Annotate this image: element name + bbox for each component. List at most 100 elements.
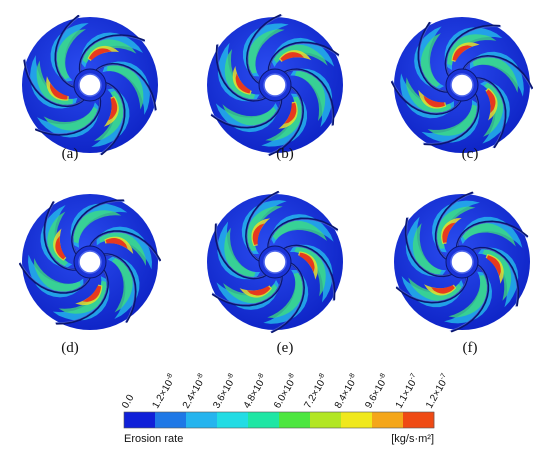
erosion-band-green <box>247 29 285 74</box>
impeller-hub-hole <box>450 73 474 97</box>
erosion-band-green <box>294 71 326 121</box>
erosion-hotspot-red <box>423 95 445 108</box>
erosion-hotspot-red <box>50 82 68 100</box>
impeller-hub-hole <box>78 250 102 274</box>
erosion-hotspot-red <box>485 89 496 114</box>
erosion-hotspot-red <box>486 255 501 277</box>
erosion-band-green <box>272 220 327 241</box>
impeller-blade <box>100 81 126 156</box>
impeller-blade <box>282 68 335 126</box>
erosion-band-green <box>106 65 144 110</box>
legend-swatch-7 <box>341 412 373 428</box>
erosion-band-green <box>294 247 326 297</box>
legend-swatch-3 <box>217 412 249 428</box>
impeller-blade <box>267 217 339 250</box>
erosion-band-green <box>265 96 303 141</box>
impeller-blade <box>267 41 340 73</box>
impeller-blade <box>282 244 336 301</box>
erosion-band-green <box>224 227 256 277</box>
impeller-blade <box>246 14 282 85</box>
erosion-band-yellow <box>87 45 120 61</box>
erosion-band-green <box>447 34 497 66</box>
erosion-hotspot-red <box>280 52 305 62</box>
caption-d: (d) <box>61 340 79 356</box>
caption-e: (e) <box>276 340 294 356</box>
impeller-blade <box>78 34 145 75</box>
impeller-blade <box>88 230 162 262</box>
erosion-hotspot-red <box>442 222 456 243</box>
erosion-band-green <box>111 258 133 313</box>
impeller-hub-hole <box>450 250 474 274</box>
erosion-band-green <box>223 283 278 304</box>
erosion-band-yellow <box>451 42 480 62</box>
impeller-blade <box>417 21 450 93</box>
erosion-band-yellow <box>232 65 252 95</box>
impeller-blade <box>423 92 480 146</box>
erosion-hotspot-red <box>108 97 118 121</box>
legend-swatch-1 <box>155 412 187 428</box>
impeller-blade <box>101 253 137 323</box>
impeller-blade <box>268 85 304 156</box>
impeller-blade <box>395 274 469 304</box>
impeller-blade <box>404 217 454 278</box>
legend-tick-label-7: 8.4×10-8 <box>332 372 361 410</box>
erosion-band-green <box>482 249 512 301</box>
impeller-blade <box>71 199 125 256</box>
impeller-blade <box>210 97 283 129</box>
erosion-hotspot-red <box>105 238 128 250</box>
erosion-band-green <box>436 206 476 249</box>
impeller-blade <box>94 62 157 111</box>
impeller-blade <box>470 246 520 307</box>
erosion-band-yellow <box>75 284 103 306</box>
erosion-hotspot-red <box>430 285 455 294</box>
caption-a: (a) <box>61 146 79 162</box>
legend-tick-label-8: 9.6×10-8 <box>362 372 391 410</box>
legend-tick-label-5: 6.0×10-8 <box>271 372 300 410</box>
erosion-band-green <box>246 206 283 252</box>
erosion-band-green <box>73 210 122 244</box>
impeller-hub-hole <box>263 73 287 97</box>
legend-swatch-0 <box>124 412 156 428</box>
erosion-hotspot-red <box>283 102 297 124</box>
erosion-band-yellow <box>46 76 69 101</box>
erosion-hotspot-red <box>88 48 112 61</box>
impeller-blade <box>434 191 474 261</box>
legend-unit: [kg/s·m²] <box>391 433 434 445</box>
impeller-blade <box>455 220 529 250</box>
erosion-band-green <box>273 44 328 66</box>
legend-tick-label-2: 2.4×10-8 <box>180 372 209 410</box>
impeller-blade <box>43 201 79 271</box>
legend-swatch-6 <box>310 412 342 428</box>
impeller-panel-f <box>377 177 547 347</box>
legend-tick-label-9: 1.1×10-7 <box>393 372 422 410</box>
legend-swatch-5 <box>279 412 311 428</box>
erosion-band-green <box>58 280 107 314</box>
erosion-hotspot-red <box>55 235 66 260</box>
erosion-hotspot-red <box>252 223 265 245</box>
erosion-band-green <box>47 211 69 266</box>
erosion-band-green <box>472 56 518 93</box>
impeller-blade <box>18 262 92 294</box>
impeller-panel-c <box>377 0 547 170</box>
erosion-band-yellow <box>485 253 504 284</box>
legend-tick-label-10: 1.2×10-7 <box>423 372 452 410</box>
legend-swatch-9 <box>403 412 435 428</box>
erosion-band-green <box>427 104 477 136</box>
erosion-band-green <box>34 258 81 293</box>
legend-tick-label-4: 4.8×10-8 <box>241 372 270 410</box>
impeller-blade <box>55 268 109 325</box>
impeller-blade <box>215 44 268 102</box>
legend-title: Erosion rate <box>124 433 183 445</box>
erosion-band-green <box>408 277 462 301</box>
erosion-hotspot-red <box>452 45 473 61</box>
erosion-band-green <box>406 77 452 114</box>
erosion-band-green <box>267 272 304 318</box>
erosion-band-green <box>56 29 86 80</box>
erosion-band-green <box>448 275 488 318</box>
legend-swatch-2 <box>186 412 218 428</box>
caption-f: (f) <box>462 340 478 356</box>
impeller-blade <box>54 14 80 89</box>
erosion-band-green <box>412 223 442 275</box>
impeller-blade <box>450 263 490 333</box>
